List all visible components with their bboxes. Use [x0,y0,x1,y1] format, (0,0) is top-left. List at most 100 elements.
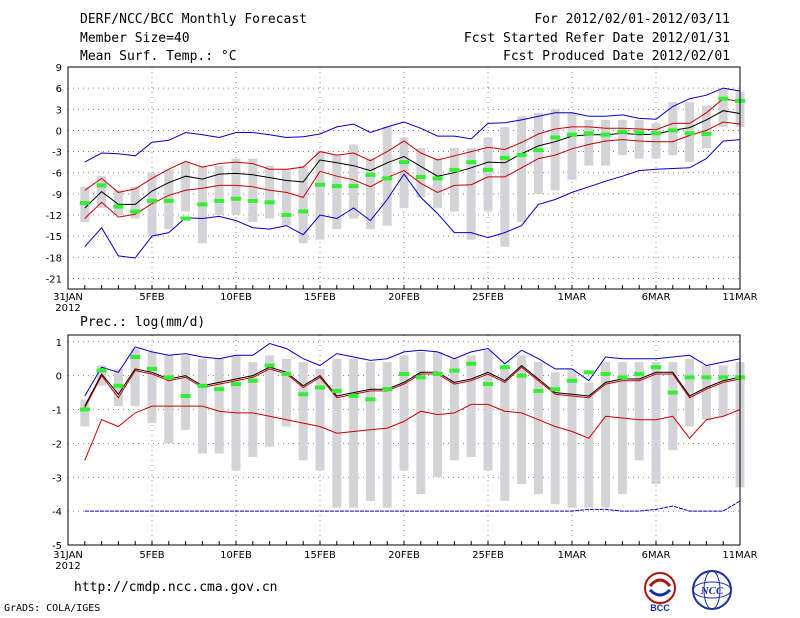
median-marker [130,209,141,214]
spread-box [668,362,678,451]
source-url[interactable]: http://cmdp.ncc.cma.gov.cn [74,580,278,595]
spread-box [584,119,594,166]
y-tick-label: -9 [52,190,62,201]
member-size: Member Size=40 [80,31,190,46]
x-tick-label: 25FEB [472,292,504,303]
median-marker [214,387,225,392]
median-marker [634,371,645,376]
min-line [84,500,741,512]
spread-box [601,362,611,508]
spread-box [130,186,140,219]
median-marker [701,131,712,136]
median-marker [516,153,527,158]
spread-box [466,355,476,457]
spread-box [231,158,241,215]
median-marker [533,148,544,153]
median-marker [163,375,174,380]
median-marker [399,371,409,376]
spread-box [382,126,392,226]
upper-line [84,98,741,193]
spread-box [483,350,493,471]
median-marker [331,388,342,393]
y-tick-label: -5 [52,541,62,552]
max-line [84,87,741,163]
spread-box [466,148,476,240]
median-marker [499,155,510,160]
median-marker [365,172,376,177]
spread-box [550,372,560,505]
median-marker [617,129,628,134]
median-marker [281,371,292,376]
median-marker [348,184,359,189]
median-marker [600,132,611,137]
spread-box [113,190,123,215]
x-tick-label: 20FEB [388,550,420,561]
spread-box [617,119,627,156]
plot-frame [67,334,741,546]
median-marker [247,378,258,383]
spread-box [533,112,543,194]
spread-box [584,382,594,508]
median-marker [130,355,141,360]
y-tick-label: 9 [56,63,62,74]
spread-box [634,362,644,461]
x-tick-label: 31JAN [53,292,83,303]
median-marker [382,387,393,392]
spread-box [701,365,711,420]
spread-box [416,148,426,198]
min-line [84,139,741,259]
x-tick-label: 6MAR [642,550,671,561]
bcc-logo-text: BCC [650,603,670,613]
spread-box [617,362,627,495]
spread-box [517,116,527,223]
median-marker [466,361,477,366]
median-marker [550,135,561,140]
spread-box [685,358,695,427]
median-marker [298,209,309,214]
spread-box [332,155,342,230]
median-marker [113,383,124,388]
x-tick-label: 15FEB [304,550,336,561]
median-marker [499,365,510,370]
median-marker [298,392,309,397]
mean-line [84,364,741,407]
y-tick-label: -2 [52,439,62,450]
produced-date: Fcst Produced Date 2012/02/01 [503,49,730,64]
spread-box [449,148,459,212]
variable-label: Mean Surf. Temp.: °C [80,49,237,64]
median-marker [684,131,695,136]
median-marker [231,382,241,387]
median-marker [466,160,477,165]
median-marker [583,131,594,136]
x-tick-label: 20FEB [388,292,420,303]
x-tick-year: 2012 [55,303,80,314]
median-marker [718,375,729,380]
median-marker [147,198,157,203]
median-marker [483,167,493,172]
spread-box [315,151,325,240]
x-tick-label: 11MAR [722,550,757,561]
y-tick-label: -4 [52,507,62,518]
median-marker [113,204,124,209]
spread-box [399,355,409,471]
max-line [84,342,741,397]
median-marker [651,365,661,370]
median-marker [399,160,409,165]
x-tick-label: 5FEB [139,292,164,303]
median-marker [231,196,241,201]
spread-box [634,119,644,159]
spread-box [651,123,661,159]
x-tick-label: 25FEB [472,550,504,561]
upper-line [84,366,741,409]
y-tick-label: -21 [46,274,62,285]
median-marker [180,216,191,221]
spread-box [483,137,493,212]
spread-box [281,358,291,427]
median-marker [449,167,460,172]
logos: BCC NCC [644,570,732,613]
spread-box [567,112,577,180]
spread-box [517,355,527,485]
spread-box [147,351,157,424]
median-marker [617,375,628,380]
median-marker [331,184,342,189]
